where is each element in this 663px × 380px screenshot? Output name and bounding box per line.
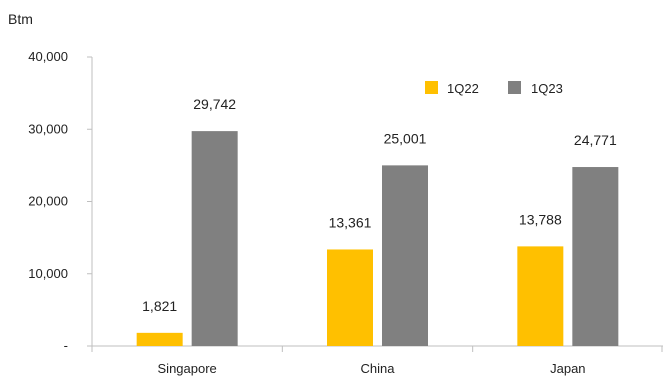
data-label-japan-1q23: 24,771 <box>574 132 617 148</box>
legend-swatch-1q22 <box>425 81 438 94</box>
category-label-china: China <box>361 361 396 376</box>
bar-japan-1q23 <box>572 167 619 346</box>
data-labels: 1,821 29,742 13,361 25,001 13,788 24,771 <box>142 96 617 314</box>
x-axis <box>91 345 663 352</box>
legend: 1Q22 1Q23 <box>425 81 563 96</box>
legend-swatch-1q23 <box>508 81 521 94</box>
data-label-china-1q23: 25,001 <box>384 130 427 146</box>
legend-label-1q23: 1Q23 <box>531 81 563 96</box>
data-label-singapore-1q22: 1,821 <box>142 298 177 314</box>
y-axis: - 10,000 20,000 30,000 40,000 <box>28 49 93 353</box>
legend-label-1q22: 1Q22 <box>447 81 479 96</box>
category-labels: Singapore China Japan <box>158 361 586 376</box>
data-label-china-1q22: 13,361 <box>329 214 372 230</box>
bar-china-1q22 <box>327 249 373 346</box>
bar-singapore-1q22 <box>136 332 183 346</box>
y-tick-label: 20,000 <box>28 194 68 209</box>
y-unit-label: Btm <box>8 11 33 27</box>
bars <box>136 131 619 346</box>
bar-japan-1q22 <box>517 246 564 346</box>
category-label-japan: Japan <box>550 361 585 376</box>
data-label-singapore-1q23: 29,742 <box>193 96 236 112</box>
bar-china-1q23 <box>382 165 428 346</box>
bar-singapore-1q23 <box>191 131 238 346</box>
category-label-singapore: Singapore <box>158 361 217 376</box>
data-label-japan-1q22: 13,788 <box>519 211 562 227</box>
y-tick-label: 10,000 <box>28 266 68 281</box>
y-tick-label: - <box>64 338 68 353</box>
y-tick-label: 30,000 <box>28 121 68 136</box>
y-tick-label: 40,000 <box>28 49 68 64</box>
